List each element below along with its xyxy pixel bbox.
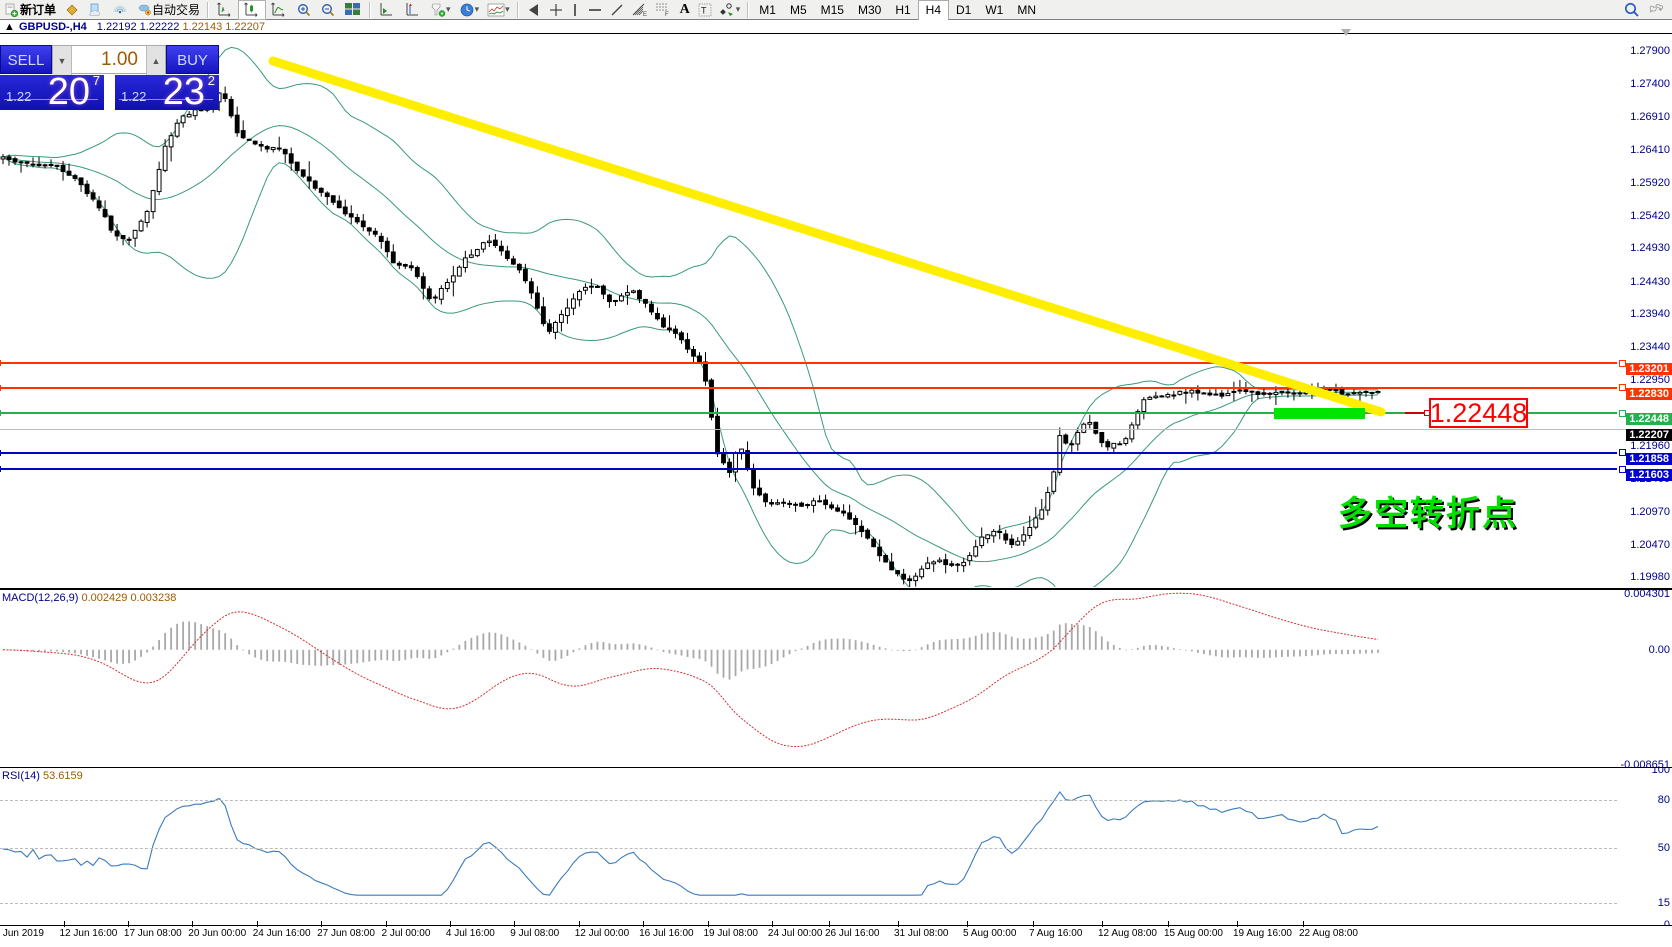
svg-text:F: F [665,12,669,17]
svg-text:T: T [701,5,707,15]
svg-text:E: E [643,12,647,17]
